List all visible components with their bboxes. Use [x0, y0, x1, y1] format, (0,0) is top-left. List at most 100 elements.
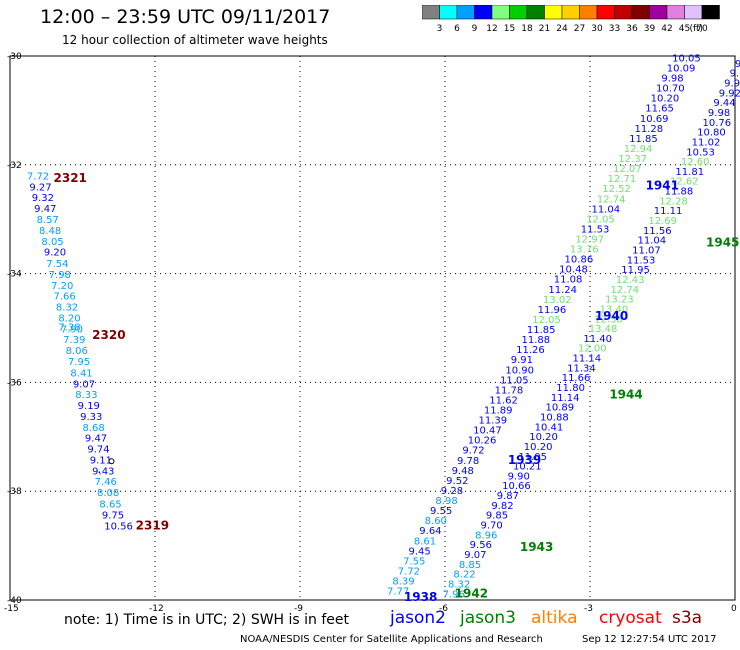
lon-tick-label: 0 [731, 604, 737, 614]
satellite-legend-cryosat: cryosat [599, 608, 662, 628]
wave-height-value: 10.20 [651, 94, 680, 105]
wave-height-value: 11.08 [554, 275, 583, 286]
wave-height-value: 9.98 [724, 79, 740, 90]
colorbar-tick-label: 39 [644, 24, 656, 33]
wave-height-value: 11.66 [562, 373, 591, 384]
colorbar-tick-label: 70 [696, 24, 708, 33]
wave-height-value: 9.98 [661, 74, 683, 85]
wave-height-value: 7.90 [61, 324, 83, 335]
wave-height-value: 9.47 [34, 204, 56, 215]
wave-height-value: 11.34 [567, 363, 596, 374]
wave-height-value: 9.55 [430, 506, 452, 517]
wave-height-value: 9.61 [730, 69, 740, 80]
wave-height-value: 10.80 [697, 128, 726, 139]
wave-height-value: 12.05 [586, 214, 615, 225]
wave-height-value: 8.96 [475, 530, 497, 541]
wave-height-value: 11.81 [675, 167, 704, 178]
wave-height-value: 12.37 [618, 154, 647, 165]
wave-height-value: 10.20 [529, 432, 558, 443]
wave-height-value: 10.88 [540, 412, 569, 423]
pass-time-label: 1945 [706, 235, 739, 249]
pass-time-label: 1939 [508, 453, 541, 467]
wave-height-value: 9.90 [508, 471, 530, 482]
wave-height-value: 11.62 [489, 395, 518, 406]
wave-height-value: 11.11 [654, 206, 683, 217]
wave-height-value: 10.47 [473, 426, 502, 437]
wave-height-value: 11.53 [581, 224, 610, 235]
wave-height-value: 11.05 [500, 375, 529, 386]
wave-height-value: 10.89 [545, 403, 574, 414]
wave-height-value: 12.58 [594, 314, 623, 325]
wave-height-value: 9.74 [87, 445, 109, 456]
wave-height-value: 7.98 [49, 270, 71, 281]
wave-height-value: 11.88 [665, 187, 694, 198]
wave-height-value: 12.60 [681, 157, 710, 168]
wave-height-value: 9.85 [486, 511, 508, 522]
wave-height-value: 9.70 [480, 521, 502, 532]
colorbar-tick-label: 27 [574, 24, 585, 33]
colorbar-tick-label: 30 [591, 24, 603, 33]
colorbar-tick-label: 12 [486, 24, 497, 33]
wave-height-value: 11.39 [478, 416, 507, 427]
wave-height-value: 9.87 [497, 491, 519, 502]
colorbar-swatch [701, 5, 720, 20]
pass-time-label: 1941 [646, 178, 679, 192]
wave-height-value: 7.66 [54, 292, 76, 303]
lon-tick-label: -12 [149, 604, 164, 614]
wave-height-value: 11.14 [551, 393, 580, 404]
wave-height-value: 11.04 [591, 204, 620, 215]
wave-height-colorbar: 3 6 9 12 15 18 21 24 27 30 33 36 39 42 45 70(ft) [422, 5, 720, 33]
pass-time-label: 2321 [54, 171, 87, 185]
wave-height-value: 9.43 [92, 466, 114, 477]
wave-height-value: 7.39 [63, 335, 85, 346]
colorbar-tick-label: 9 [472, 24, 478, 33]
wave-height-value: 8.60 [425, 516, 447, 527]
wave-height-value: 11.02 [692, 137, 721, 148]
wave-height-value: 7.77 [387, 587, 409, 598]
wave-height-value: 9.32 [32, 193, 54, 204]
wave-height-value: 12.07 [613, 164, 642, 175]
wave-height-value: 13.02 [543, 295, 572, 306]
wave-height-value: 9.78 [457, 456, 479, 467]
wave-height-value: 11.89 [484, 406, 513, 417]
wave-height-value: 11.53 [627, 255, 656, 266]
colorbar-tick-label: 15 [504, 24, 515, 33]
wave-height-value: 9.52 [446, 476, 468, 487]
wave-height-value: 8.41 [70, 368, 92, 379]
wave-height-value: 11.04 [638, 236, 667, 247]
wave-height-value: 7.72 [398, 566, 420, 577]
footer-timestamp: Sep 12 12:27:54 UTC 2017 [582, 634, 717, 645]
wave-height-value: 11.40 [583, 334, 612, 345]
wave-height-value: 8.98 [435, 496, 457, 507]
colorbar-tick-label: 21 [539, 24, 550, 33]
wave-height-value: 8.68 [83, 423, 105, 434]
wave-height-value: 7.96 [443, 589, 465, 600]
wave-height-value: 11.05 [518, 452, 547, 463]
wave-height-value: 13.48 [589, 324, 618, 335]
wave-height-value: 9.07 [464, 550, 486, 561]
wave-height-value: 8.61 [414, 536, 436, 547]
lat-tick-label: -36 [7, 378, 22, 388]
pass-time-label: 1943 [520, 540, 553, 554]
wave-height-value: 12.94 [624, 144, 653, 155]
footer-credit: NOAA/NESDIS Center for Satellite Applica… [240, 634, 543, 645]
wave-height-value: 12.74 [597, 194, 626, 205]
wave-height-value: 8.06 [66, 346, 88, 357]
wave-height-value: 9.47 [85, 434, 107, 445]
lon-tick-label: -3 [584, 604, 593, 614]
wave-height-value: 9.44 [713, 98, 735, 109]
wave-height-value: 9.20 [44, 248, 66, 259]
wave-height-value: 10.05 [672, 53, 701, 64]
wave-height-value: 9.11 [90, 455, 112, 466]
lat-tick-label: -32 [7, 161, 22, 171]
wave-height-value: 11.56 [643, 226, 672, 237]
wave-height-value: 12.00 [578, 344, 607, 355]
wave-height-value: 8.57 [37, 215, 59, 226]
wave-height-value: 11.26 [516, 345, 545, 356]
wave-height-value: 12.69 [648, 216, 677, 227]
page-title: 12:00 – 23:59 UTC 09/11/2017 [40, 6, 331, 28]
pass-time-label: 1942 [455, 586, 488, 600]
wave-height-value: 10.09 [667, 63, 696, 74]
island-marker [108, 458, 115, 465]
wave-height-value: 9.27 [29, 182, 51, 193]
